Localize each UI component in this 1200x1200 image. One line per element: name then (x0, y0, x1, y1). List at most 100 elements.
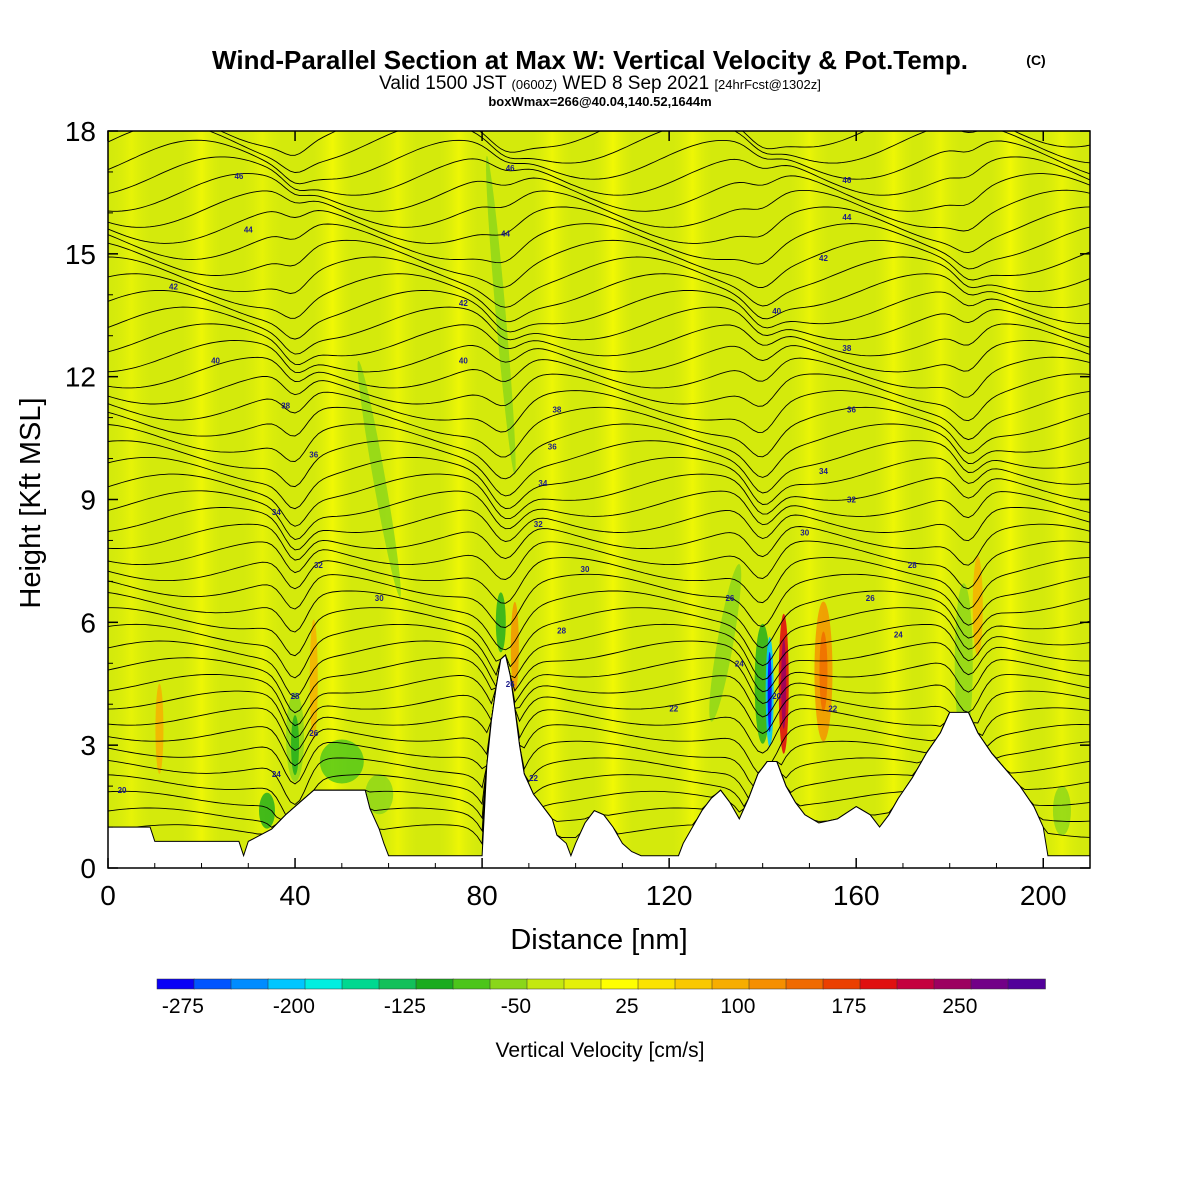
theta-contour (108, 573, 1090, 628)
theta-contour-label: 40 (772, 307, 781, 316)
theta-contour (108, 607, 1090, 668)
y-tick-label: 3 (80, 730, 96, 761)
velocity-streak (789, 131, 830, 868)
velocity-streak (242, 131, 283, 868)
colorbar-title: Vertical Velocity [cm/s] (496, 1039, 705, 1062)
valid-time: Valid 1500 JST (0600Z) WED 8 Sep 2021 [2… (379, 73, 821, 94)
colorbar-swatch (748, 978, 787, 990)
colorbar-swatch (859, 978, 898, 990)
theta-contour (108, 390, 1090, 441)
velocity-cell (155, 683, 164, 774)
y-tick-label: 18 (65, 116, 96, 147)
theta-contour-label: 26 (725, 594, 734, 603)
y-tick-label: 12 (65, 362, 96, 393)
theta-contour (108, 640, 1090, 698)
theta-contour (108, 206, 1090, 254)
theta-contour (108, 557, 1090, 610)
theta-contour (108, 223, 1090, 270)
velocity-cell (485, 155, 516, 475)
chart-title: Wind-Parallel Section at Max W: Vertical… (212, 45, 968, 75)
valid-date: WED 8 Sep 2021 (562, 73, 709, 94)
velocity-cell (972, 555, 983, 656)
colorbar-swatch (156, 978, 195, 990)
theta-contour-label: 34 (819, 467, 828, 476)
theta-contour-label: 38 (552, 405, 561, 414)
theta-contour-label: 38 (842, 344, 851, 353)
theta-contour (108, 456, 1090, 510)
x-tick-label: 120 (646, 880, 693, 911)
theta-contour (108, 323, 1090, 365)
y-tick-label: 9 (80, 485, 96, 516)
theta-contour-label: 24 (272, 770, 281, 779)
theta-contour (108, 189, 1090, 232)
theta-contour-labels: 46 44 42 40 38 36 34 32 30 28 26 24 20 46 44 42 40 38 36 34… (118, 164, 918, 795)
theta-contour-label: 42 (819, 254, 828, 263)
colorbar-swatch (600, 978, 639, 990)
colorbar-swatch (563, 978, 602, 990)
theta-contour-label: 26 (309, 729, 318, 738)
velocity-cell (357, 360, 401, 598)
colorbar-swatch (785, 978, 824, 990)
colorbar-tick-label: 175 (831, 995, 866, 1018)
velocity-cell (495, 592, 506, 653)
theta-contour-label: 28 (291, 692, 300, 701)
velocity-streak (1041, 131, 1082, 868)
theta-contour-label: 28 (908, 561, 917, 570)
theta-contour (108, 490, 1090, 540)
velocity-cell (709, 564, 742, 722)
velocity-streak (990, 131, 1031, 868)
y-tick-label: 15 (65, 239, 96, 270)
theta-contour-label: 46 (842, 176, 851, 185)
copyright-mark: (C) (1026, 52, 1045, 68)
x-tick-label: 80 (467, 880, 498, 911)
theta-contour-label: 30 (375, 594, 384, 603)
theta-contour-label: 26 (866, 594, 875, 603)
theta-contour-label: 22 (669, 704, 678, 713)
plot-area: 46 44 42 40 38 36 34 32 30 28 26 24 20 46 44 42 40 38 36 34… (108, 131, 1090, 868)
colorbar-swatch (896, 978, 935, 990)
colorbar-tick-label: -50 (501, 995, 531, 1018)
colorbar-tick-label: 100 (720, 995, 755, 1018)
theta-contour (108, 273, 1090, 323)
theta-contour (108, 523, 1090, 566)
theta-contour-label: 24 (894, 631, 903, 640)
theta-contour-label: 44 (501, 229, 510, 238)
theta-contour (108, 654, 1090, 714)
theta-contour-label: 44 (842, 213, 851, 222)
theta-contour-label: 32 (314, 561, 323, 570)
theta-contour (108, 256, 1090, 308)
y-tick-label: 6 (80, 607, 96, 638)
forecast-info: [24hrFcst@1302z] (714, 77, 820, 92)
theta-contour (108, 590, 1090, 651)
theta-contour (108, 239, 1090, 288)
theta-contour-label: 28 (557, 627, 566, 636)
theta-contour-label: 40 (459, 356, 468, 365)
theta-contour-label: 42 (459, 299, 468, 308)
y-axis: 0 3 6 9 12 15 18 (65, 116, 1090, 884)
theta-contour-label: 22 (529, 774, 538, 783)
colorbar-swatch (526, 978, 565, 990)
theta-contour (108, 623, 1090, 681)
theta-contour (108, 654, 1090, 774)
colorbar-tick-label: 250 (942, 995, 977, 1018)
colorbar-swatch (452, 978, 491, 990)
x-tick-label: 160 (833, 880, 880, 911)
theta-contour-label: 30 (581, 565, 590, 574)
colorbar (156, 978, 1046, 990)
box-info: boxWmax=266@40.04,140.52,1644m (488, 94, 711, 109)
velocity-streak (438, 131, 479, 868)
velocity-streak (181, 131, 222, 868)
y-tick-label: 0 (80, 853, 96, 884)
theta-contour (108, 373, 1090, 422)
colorbar-swatch (193, 978, 232, 990)
velocity-cell (258, 792, 275, 829)
colorbar-labels: -275 -200 -125 -50 25 100 175 250 (162, 995, 978, 1018)
velocity-cell (365, 774, 394, 815)
velocity-core (767, 651, 772, 732)
theta-contour-label: 30 (800, 528, 809, 537)
colorbar-swatch (637, 978, 676, 990)
theta-contour-label: 24 (735, 659, 744, 668)
x-tick-label: 200 (1020, 880, 1067, 911)
theta-contour-label: 32 (534, 520, 543, 529)
x-tick-label: 0 (100, 880, 116, 911)
